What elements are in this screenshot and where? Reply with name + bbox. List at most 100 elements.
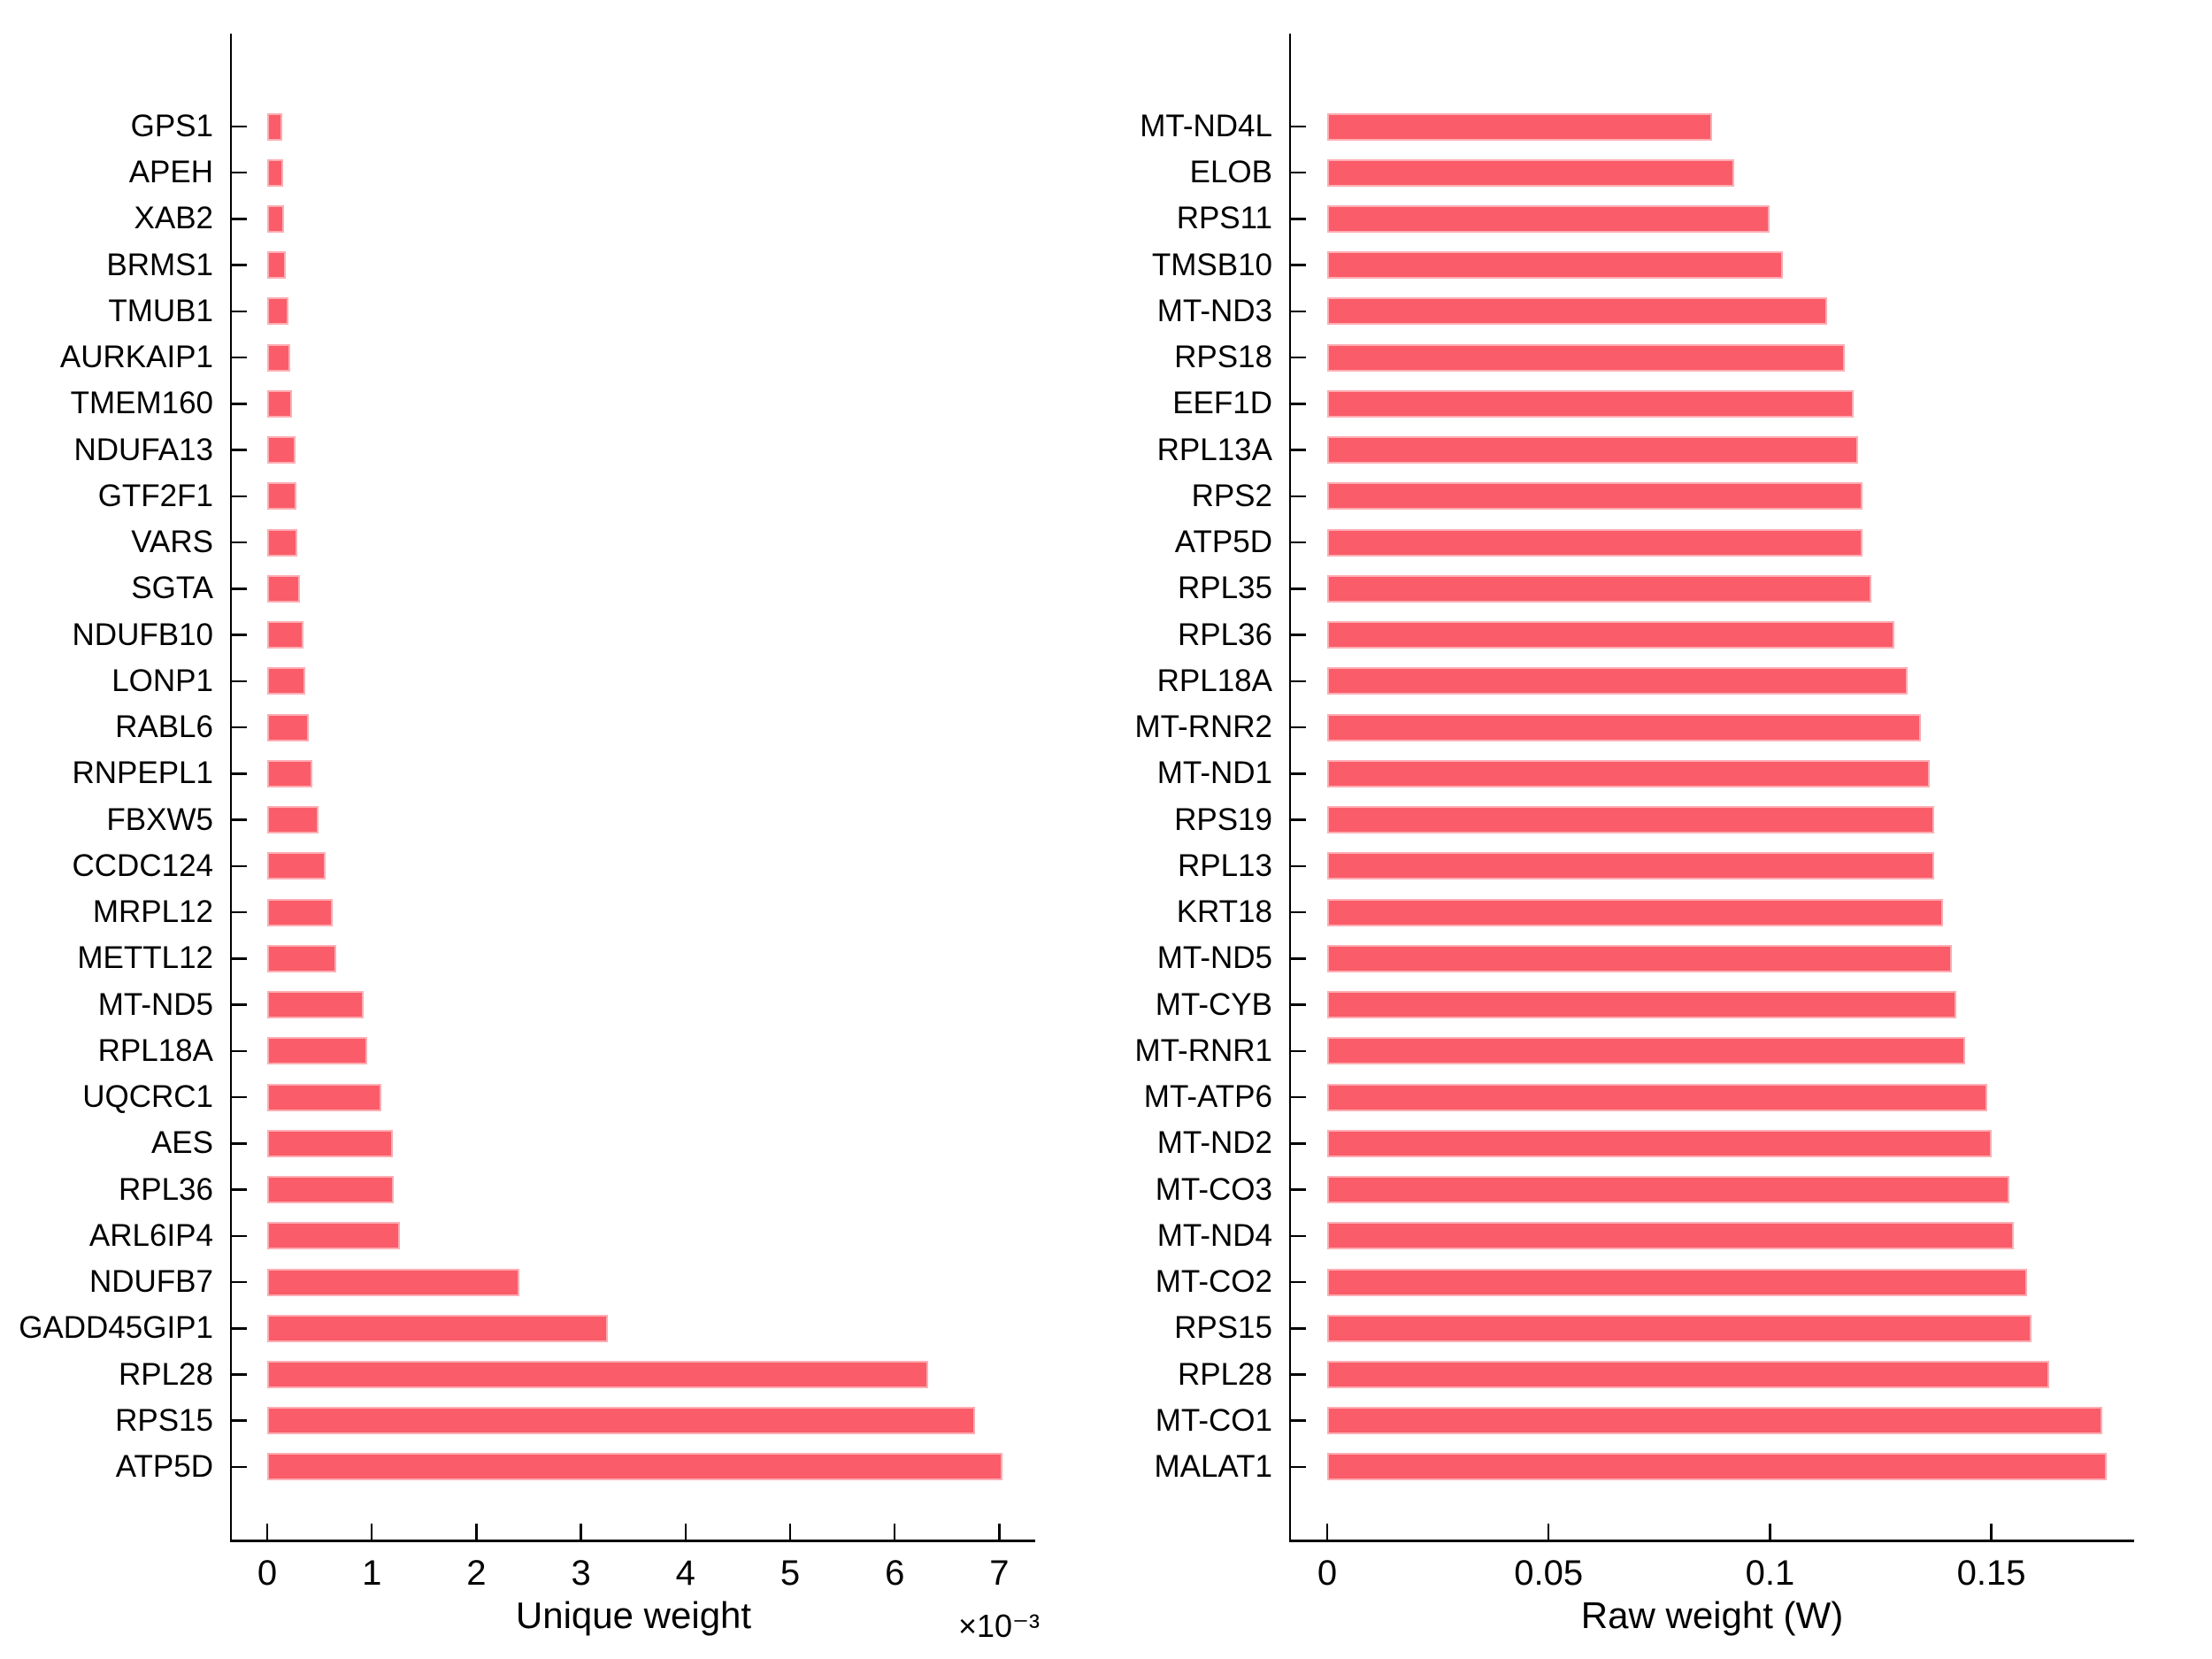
- y-tick: [1291, 1188, 1307, 1191]
- y-tick-label: RPL18A: [1156, 663, 1272, 698]
- y-tick: [232, 1465, 248, 1469]
- y-tick: [1291, 864, 1307, 868]
- y-tick: [1291, 495, 1307, 498]
- y-tick-label: MT-ND4: [1156, 1217, 1272, 1253]
- y-tick: [1291, 541, 1307, 544]
- y-tick-label: NDUFB10: [72, 617, 213, 652]
- bar-MALAT1: [1327, 1453, 2107, 1481]
- y-tick-label: FBXW5: [106, 802, 213, 837]
- y-tick: [1291, 171, 1307, 174]
- y-tick-label: MT-CO1: [1155, 1402, 1272, 1438]
- y-tick: [232, 1188, 248, 1191]
- y-tick: [232, 818, 248, 821]
- bar-APEH: [267, 158, 283, 187]
- y-tick-label: NDUFB7: [88, 1264, 213, 1300]
- bar-BRMS1: [267, 251, 287, 280]
- bar-RPL13A: [1327, 436, 1859, 465]
- bar-ELOB: [1327, 158, 1735, 187]
- x-axis-line: [1288, 1540, 2134, 1542]
- bar-AES: [267, 1129, 393, 1157]
- y-tick: [232, 449, 248, 451]
- bar-NDUFB7: [267, 1268, 519, 1296]
- bar-UQCRC1: [267, 1083, 381, 1111]
- y-tick: [1291, 1465, 1307, 1469]
- bar-RPS19: [1327, 806, 1934, 834]
- y-tick-label: MT-RNR1: [1134, 1033, 1272, 1068]
- y-tick: [1291, 634, 1307, 636]
- y-tick-label: MT-ND5: [97, 987, 213, 1022]
- y-tick: [1291, 1003, 1307, 1006]
- x-tick: [580, 1524, 582, 1540]
- bar-VARS: [267, 528, 298, 557]
- bar-RPL13: [1327, 852, 1934, 880]
- y-tick-label: RPL28: [118, 1356, 213, 1392]
- y-tick: [232, 1095, 248, 1099]
- y-tick: [1291, 1280, 1307, 1284]
- bar-SGTA: [267, 574, 300, 603]
- bar-MT-ND5: [267, 991, 364, 1019]
- y-tick-label: GTF2F1: [97, 478, 213, 513]
- bar-MT-ND4: [1327, 1222, 2014, 1250]
- y-tick: [1291, 910, 1307, 914]
- y-tick-label: RPS15: [115, 1402, 213, 1438]
- bar-XAB2: [267, 204, 284, 233]
- y-tick-label: CCDC124: [72, 848, 214, 883]
- x-tick-label: 6: [885, 1554, 905, 1593]
- y-tick-label: MT-ATP6: [1143, 1079, 1272, 1115]
- bar-RPL18A: [267, 1037, 368, 1065]
- y-tick: [232, 218, 248, 220]
- bar-RPL35: [1327, 574, 1872, 603]
- bar-MT-RNR1: [1327, 1037, 1965, 1065]
- x-tick-label: 0: [1317, 1554, 1338, 1593]
- y-tick: [232, 957, 248, 960]
- y-tick: [232, 680, 248, 683]
- y-tick-label: MT-ND2: [1156, 1125, 1272, 1161]
- bar-MT-CO3: [1327, 1176, 2009, 1204]
- y-tick-label: RPL35: [1177, 571, 1272, 606]
- y-tick-label: RPL36: [118, 1171, 213, 1207]
- y-tick-label: RABL6: [115, 710, 213, 745]
- y-tick-label: AES: [150, 1125, 213, 1161]
- y-tick: [1291, 264, 1307, 266]
- y-tick: [232, 910, 248, 914]
- bar-ATP5D: [1327, 528, 1863, 557]
- y-tick-label: MRPL12: [92, 895, 213, 930]
- x-axis-line: [229, 1540, 1035, 1542]
- y-tick: [1291, 1327, 1307, 1330]
- y-tick: [1291, 1049, 1307, 1053]
- x-tick-label: 7: [989, 1554, 1010, 1593]
- bar-MT-CYB: [1327, 991, 1956, 1019]
- y-tick: [232, 541, 248, 544]
- x-tick: [1547, 1524, 1550, 1540]
- bar-RPS15: [1327, 1314, 2032, 1342]
- y-tick: [1291, 449, 1307, 451]
- y-tick-label: LONP1: [111, 663, 213, 698]
- bar-ATP5D: [267, 1453, 1002, 1481]
- x-tick: [1769, 1524, 1771, 1540]
- y-tick: [232, 772, 248, 775]
- bar-RPS15: [267, 1407, 976, 1435]
- y-tick-label: ELOB: [1189, 155, 1272, 190]
- x-tick-label: 2: [466, 1554, 487, 1593]
- y-tick: [1291, 1234, 1307, 1238]
- x-axis-label: Raw weight (W): [1580, 1594, 1844, 1636]
- bar-TMSB10: [1327, 251, 1784, 280]
- y-tick-label: METTL12: [77, 941, 213, 976]
- bar-RPL18A: [1327, 667, 1908, 695]
- bar-GTF2F1: [267, 482, 297, 511]
- y-tick-label: NDUFA13: [73, 432, 213, 467]
- y-axis-spine: [1288, 34, 1292, 1540]
- y-tick: [1291, 957, 1307, 960]
- bar-MRPL12: [267, 898, 334, 926]
- y-tick-label: RPL13: [1177, 848, 1272, 883]
- y-tick-label: RPS18: [1174, 340, 1272, 375]
- y-tick-label: RPL28: [1177, 1356, 1272, 1392]
- y-tick: [232, 1373, 248, 1376]
- y-tick: [232, 1280, 248, 1284]
- y-tick-label: MT-CYB: [1155, 987, 1272, 1022]
- bar-RABL6: [267, 713, 310, 741]
- x-tick: [265, 1524, 269, 1540]
- y-tick: [1291, 772, 1307, 775]
- bar-TMEM160: [267, 389, 293, 418]
